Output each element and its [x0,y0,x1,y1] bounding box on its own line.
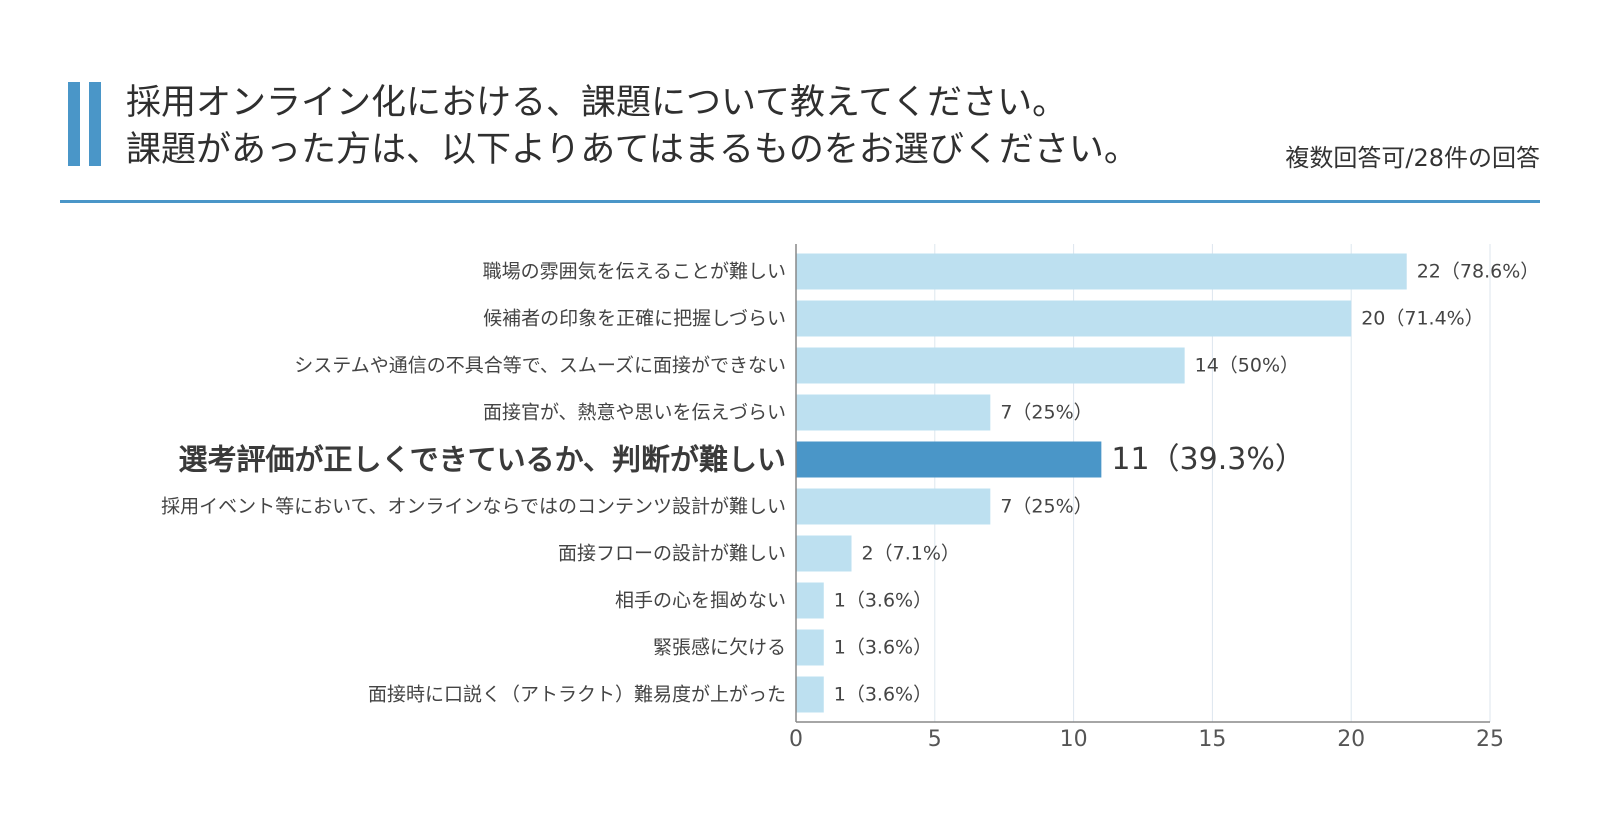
bar [796,300,1352,337]
category-label: 面接フローの設計が難しい [558,543,786,565]
title-line-1: 採用オンライン化における、課題について教えてください。 [126,83,1068,123]
bar [796,676,824,713]
x-tick-label: 5 [928,727,942,752]
category-label: 選考評価が正しくできているか、判断が難しい [178,443,786,477]
x-tick-label: 15 [1198,727,1226,752]
header-divider [60,200,1540,203]
data-label: 1（3.6%） [834,590,932,612]
bar [796,253,1407,290]
category-label: 職場の雰囲気を伝えることが難しい [483,261,786,283]
title-line-2: 課題があった方は、以下よりあてはまるものをお選びください。 [126,130,1139,170]
category-label: 緊張感に欠ける [653,637,786,659]
category-label: 面接官が、熱意や思いを伝えづらい [483,402,786,424]
response-note: 複数回答可/28件の回答 [1285,144,1540,172]
bar [796,441,1102,478]
bar [796,347,1185,384]
data-label: 1（3.6%） [834,637,932,659]
data-label: 20（71.4%） [1361,308,1484,330]
bar [796,629,824,666]
x-tick-label: 10 [1060,727,1088,752]
category-label: 相手の心を掴めない [615,590,786,612]
category-label: 面接時に口説く（アトラクト）難易度が上がった [368,684,786,706]
category-label: システムや通信の不具合等で、スムーズに面接ができない [294,355,786,377]
bar [796,582,824,619]
title-accent-bar [89,82,101,166]
page-title: 採用オンライン化における、課題について教えてください。 課題があった方は、以下よ… [126,80,1139,174]
title-accent-bars [68,82,102,166]
category-label: 候補者の印象を正確に把握しづらい [483,308,786,330]
x-tick-label: 0 [789,727,803,752]
data-label: 1（3.6%） [834,684,932,706]
category-label: 採用イベント等において、オンラインならではのコンテンツ設計が難しい [161,496,786,518]
data-label: 11（39.3%） [1111,442,1304,477]
title-accent-bar [68,82,80,166]
data-label: 7（25%） [1000,496,1092,518]
data-label: 7（25%） [1000,402,1092,424]
bar [796,394,991,431]
bar [796,535,852,572]
data-label: 22（78.6%） [1417,261,1540,283]
data-label: 14（50%） [1195,355,1299,377]
bar [796,488,991,525]
x-tick-label: 25 [1476,727,1504,752]
x-tick-label: 20 [1337,727,1365,752]
data-label: 2（7.1%） [862,543,960,565]
